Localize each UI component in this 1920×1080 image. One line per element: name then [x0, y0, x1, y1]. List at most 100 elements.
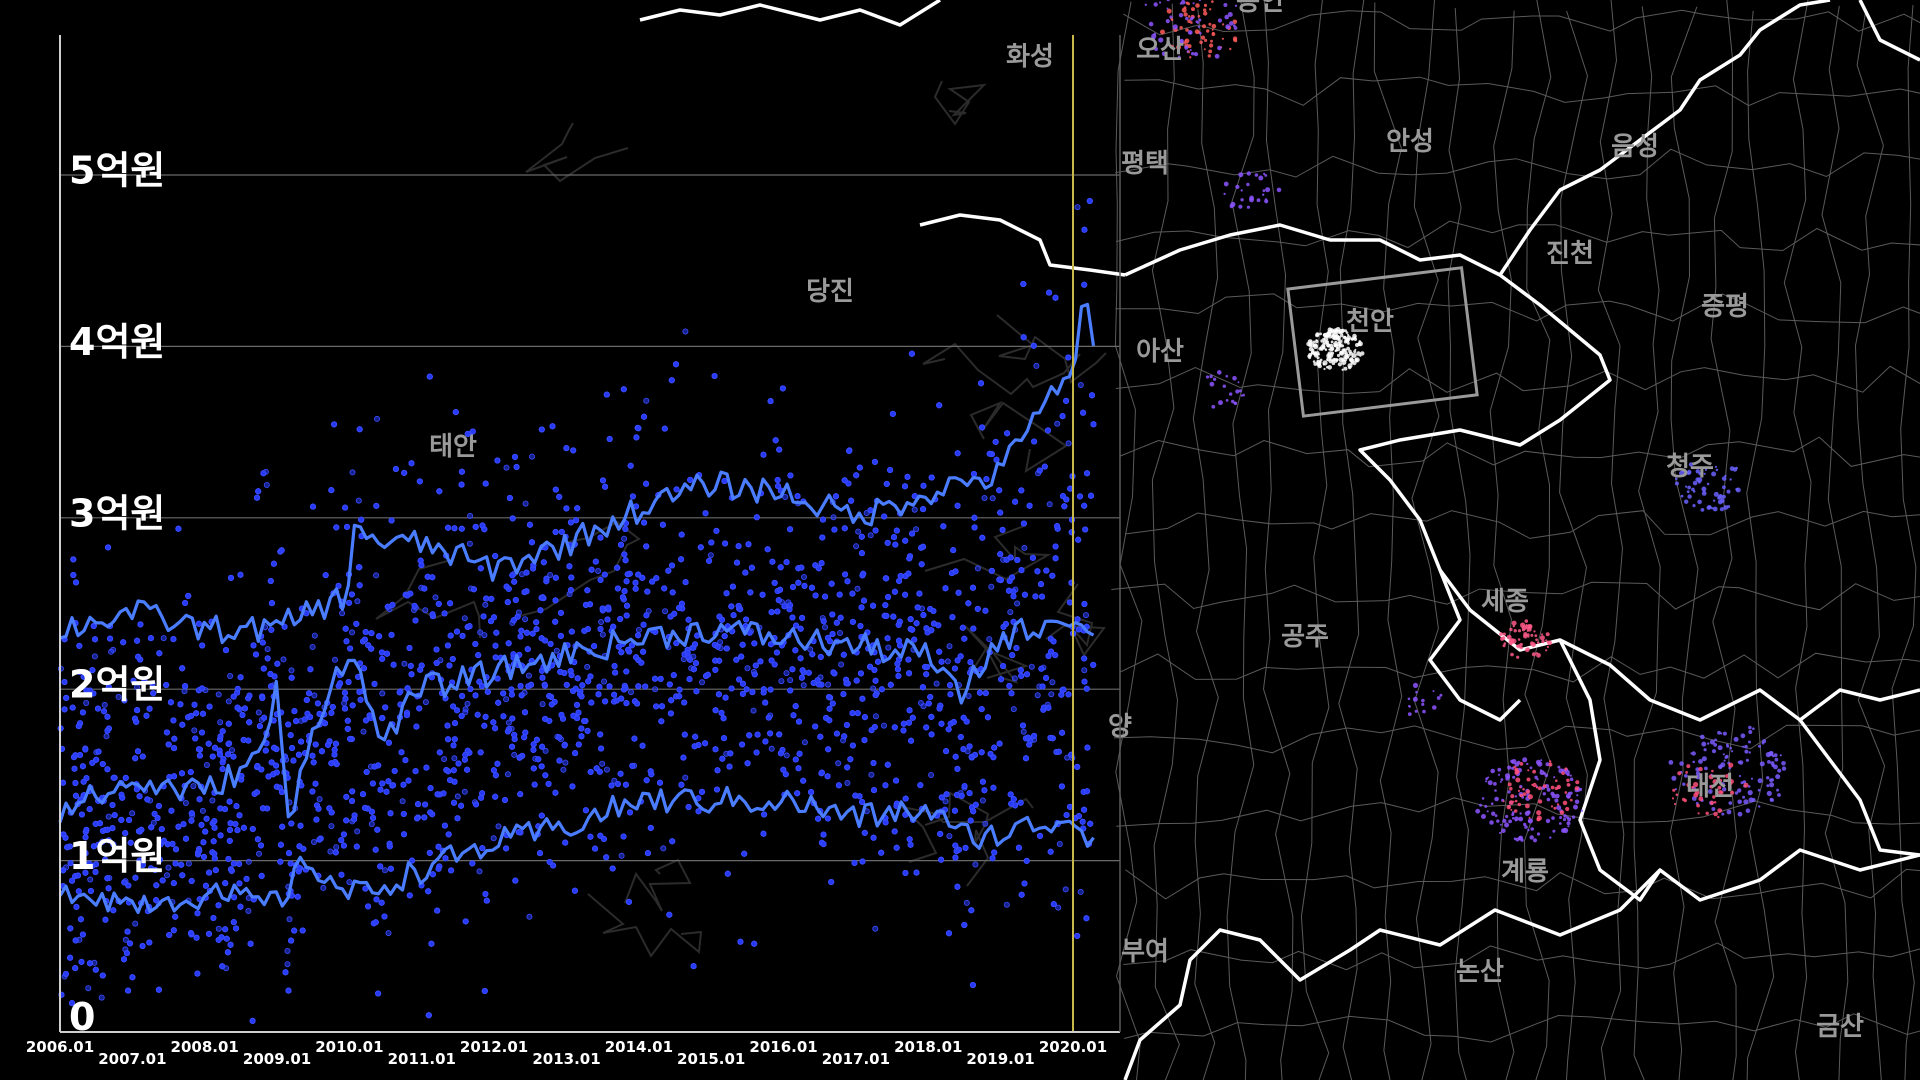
scatter-points — [57, 197, 1097, 1024]
data-point — [1048, 691, 1055, 698]
map-dot — [1276, 187, 1282, 193]
map-dot — [1550, 785, 1555, 790]
map-label: 진천 — [1546, 239, 1594, 269]
map-dot — [1519, 646, 1523, 650]
data-point — [830, 514, 837, 521]
map-dot — [1535, 652, 1538, 655]
mesh-col — [1523, 0, 1552, 1080]
map-dot — [1158, 37, 1164, 43]
data-point — [1021, 544, 1028, 551]
map-dot — [1329, 343, 1334, 349]
map-dot — [1511, 811, 1515, 815]
map-label: 금산 — [1816, 1012, 1864, 1042]
map-dot — [1264, 174, 1268, 177]
data-point — [225, 698, 232, 705]
map-dot — [1190, 21, 1193, 24]
map-dot — [1246, 171, 1252, 176]
map-dot — [1674, 481, 1679, 486]
map-dot — [1533, 630, 1536, 633]
map-dot — [1703, 472, 1706, 475]
map-dot — [1537, 799, 1543, 804]
map-dot — [1742, 795, 1746, 799]
data-point — [1077, 381, 1084, 388]
data-point — [787, 677, 794, 684]
map-dot — [1743, 782, 1749, 788]
map-dot — [1217, 18, 1222, 23]
data-point — [522, 616, 529, 623]
map-dot — [1564, 769, 1570, 776]
map-dot — [1537, 786, 1542, 791]
map-dot — [1314, 353, 1319, 358]
map-dot — [1532, 838, 1538, 843]
map-dot — [1519, 762, 1524, 766]
data-point — [1056, 841, 1063, 848]
map-dot — [1432, 705, 1437, 710]
map-dot — [1199, 32, 1202, 35]
data-point — [1020, 728, 1027, 735]
map-dot — [1565, 793, 1571, 799]
map-dot — [1161, 51, 1167, 57]
data-point — [601, 678, 608, 685]
data-point — [182, 800, 189, 807]
data-point — [682, 774, 689, 781]
map-dot — [1529, 835, 1534, 840]
map-dot — [1223, 192, 1226, 196]
data-point — [310, 839, 317, 846]
map-dot — [1264, 199, 1269, 204]
data-point — [1003, 901, 1010, 908]
map-dot — [1534, 634, 1538, 638]
map-dot — [1698, 472, 1702, 476]
map-dot — [1335, 336, 1340, 341]
data-point — [91, 653, 98, 660]
data-point — [504, 771, 511, 778]
map-dot — [1204, 38, 1208, 43]
map-dot — [1525, 624, 1531, 630]
data-point — [522, 500, 529, 507]
map-dot — [1229, 204, 1234, 209]
map-dot — [1203, 8, 1207, 12]
map-dot — [1737, 799, 1742, 805]
map-dot — [1542, 792, 1547, 796]
map-dot — [1331, 334, 1337, 340]
map-dot — [1713, 743, 1718, 747]
mesh-col — [1559, 10, 1589, 1080]
map-dot — [1711, 807, 1716, 811]
map-dot — [1347, 342, 1350, 345]
map-dot — [1189, 56, 1192, 59]
data-point — [346, 879, 353, 886]
map-dot — [1254, 173, 1259, 177]
map-dot — [1212, 377, 1217, 381]
map-dot — [1685, 485, 1688, 488]
data-point — [1077, 888, 1084, 895]
map-dot — [1752, 727, 1755, 730]
data-point — [1049, 679, 1056, 686]
map-dot — [1726, 489, 1731, 494]
map-dot — [1507, 790, 1511, 794]
data-point — [807, 646, 814, 653]
map-dot — [1355, 358, 1359, 363]
map-dot — [1561, 828, 1566, 833]
map-dot — [1546, 640, 1550, 644]
map-dot — [1526, 777, 1531, 782]
data-point — [503, 464, 510, 471]
data-point — [327, 848, 334, 855]
data-point — [454, 793, 461, 800]
map-dot — [1211, 32, 1216, 37]
map-dot — [1512, 624, 1516, 628]
map-dot — [1697, 477, 1703, 483]
data-point — [972, 861, 979, 868]
map-dot — [1553, 776, 1556, 779]
data-point — [525, 672, 532, 679]
map-dot — [1747, 785, 1751, 788]
map-dot — [1573, 804, 1578, 810]
data-point — [1034, 692, 1041, 699]
map-dot — [1500, 636, 1505, 641]
map-dot — [1546, 645, 1549, 649]
map-dot — [1735, 487, 1739, 491]
map-label: 평택 — [1121, 149, 1169, 179]
map-dot — [1265, 187, 1271, 193]
data-point — [1083, 612, 1090, 619]
map-dot — [1551, 816, 1555, 820]
map-label: 음성 — [1611, 132, 1659, 162]
